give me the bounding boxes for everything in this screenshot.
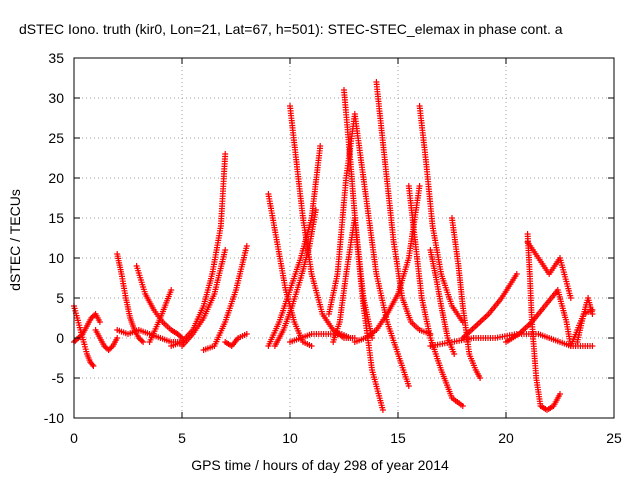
track-9: [179, 247, 229, 349]
track-markers: [146, 287, 175, 345]
y-tick-label: -10: [44, 410, 64, 426]
y-tick-label: 15: [48, 210, 64, 226]
y-tick-label: -5: [52, 370, 65, 386]
track-19: [341, 87, 386, 413]
track-markers: [133, 263, 185, 341]
track-29: [524, 231, 563, 413]
track-5: [133, 263, 185, 341]
y-tick-label: 35: [48, 50, 64, 66]
track-10: [200, 243, 250, 353]
track-markers: [200, 243, 250, 353]
y-tick-label: 30: [48, 90, 64, 106]
y-tick-label: 0: [56, 330, 64, 346]
y-tick-label: 10: [48, 250, 64, 266]
track-7: [146, 287, 175, 345]
track-markers: [92, 327, 121, 353]
track-25: [449, 215, 484, 381]
x-tick-label: 20: [498, 430, 514, 446]
track-markers: [179, 247, 229, 349]
track-markers: [416, 103, 466, 325]
axis-ticks: 0 5 10 15 20 25 -10 -5 0 5 10 15 20 25 30 35: [44, 50, 622, 446]
x-tick-label: 10: [282, 430, 298, 446]
track-markers: [574, 295, 596, 345]
track-11: [222, 331, 250, 349]
track-markers: [168, 151, 229, 349]
plot-frame: [73, 57, 615, 419]
x-tick-label: 0: [70, 430, 78, 446]
track-31: [574, 295, 596, 345]
track-1: [71, 303, 97, 369]
track-markers: [287, 331, 354, 345]
track-markers: [287, 103, 358, 341]
y-tick-label: 20: [48, 170, 64, 186]
track-markers: [114, 251, 147, 345]
track-markers: [341, 87, 386, 413]
track-markers: [222, 331, 250, 349]
track-30: [524, 239, 574, 301]
track-27: [459, 271, 520, 341]
track-3: [92, 327, 121, 353]
track-markers: [524, 231, 563, 413]
track-23: [416, 103, 466, 325]
track-markers: [373, 79, 434, 337]
track-markers: [405, 183, 466, 409]
chart-title: dSTEC Iono. truth (kir0, Lon=21, Lat=67,…: [19, 21, 563, 37]
x-tick-label: 25: [606, 430, 622, 446]
track-22: [405, 183, 466, 409]
track-markers: [524, 239, 574, 301]
track-15: [287, 103, 358, 341]
y-axis-label: dSTEC / TECUs: [7, 189, 23, 291]
y-tick-label: 25: [48, 130, 64, 146]
data-points: [71, 79, 596, 413]
x-tick-label: 5: [178, 430, 186, 446]
track-markers: [71, 303, 97, 369]
x-axis-label: GPS time / hours of day 298 of year 2014: [191, 457, 449, 473]
track-4: [114, 251, 147, 345]
track-markers: [449, 215, 484, 381]
track-markers: [459, 271, 520, 341]
y-tick-label: 5: [56, 290, 64, 306]
track-8: [168, 151, 229, 349]
track-16: [287, 331, 354, 345]
track-21: [373, 79, 434, 337]
x-tick-label: 15: [390, 430, 406, 446]
